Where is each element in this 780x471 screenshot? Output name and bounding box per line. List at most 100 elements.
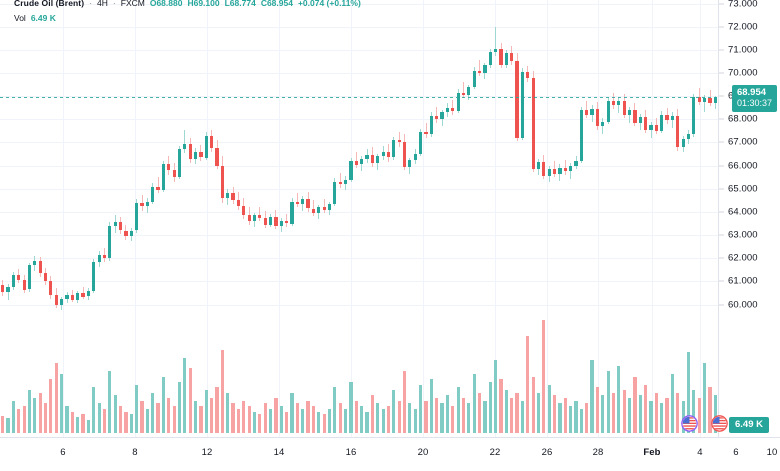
grid-line-horizontal <box>0 73 718 74</box>
volume-bar <box>285 411 289 433</box>
volume-bar <box>354 400 358 433</box>
volume-bar <box>210 398 214 433</box>
price-tick-label: 63.000 <box>728 229 758 241</box>
interval-label[interactable]: 4H <box>97 0 108 8</box>
candle-body <box>54 295 58 305</box>
candle-body <box>419 132 423 154</box>
candle-body <box>595 108 600 127</box>
candle-body <box>145 201 149 207</box>
candle-body <box>156 186 160 190</box>
volume-bar <box>408 403 412 433</box>
volume-label: Vol <box>14 13 26 23</box>
volume-bar <box>188 368 192 433</box>
candle-body <box>311 208 316 214</box>
time-tick-label: 8 <box>132 447 138 458</box>
candle-body <box>461 92 466 95</box>
candle-body <box>290 201 294 224</box>
volume-bar <box>183 357 187 433</box>
us-flag-icon[interactable] <box>711 415 728 432</box>
volume-bar <box>124 411 128 433</box>
candle-body <box>220 165 224 198</box>
volume-bar <box>65 406 69 433</box>
symbol-name[interactable]: Crude Oil (Brent) <box>14 0 85 8</box>
candle-body <box>397 140 401 143</box>
candle-body <box>333 181 337 204</box>
candle-body <box>327 203 332 210</box>
candle-body <box>17 274 21 281</box>
volume-bar <box>606 371 610 433</box>
chart-plot-area[interactable] <box>0 0 718 437</box>
chart-legend: Crude Oil (Brent) · 4H · FXCM O68.880 H6… <box>14 0 361 24</box>
volume-bar <box>579 408 583 433</box>
candle-body <box>204 135 208 158</box>
ohlc-open: O68.880 <box>149 0 183 8</box>
legend-symbol-row[interactable]: Crude Oil (Brent) · 4H · FXCM O68.880 H6… <box>14 0 361 9</box>
price-tick-label: 64.000 <box>728 206 758 218</box>
candle-body <box>86 290 90 297</box>
time-axis[interactable]: 6 8 12 14 16 20 22 26 28 Feb 4 6 10 <box>0 437 780 471</box>
price-axis[interactable]: 73.00072.00071.00070.00069.00068.00067.0… <box>718 0 780 437</box>
price-tick-mark <box>719 257 724 259</box>
candle-body <box>338 181 342 185</box>
candle-body <box>279 221 283 226</box>
candle-body <box>118 222 123 231</box>
candle-body <box>644 117 648 130</box>
candle-body <box>558 167 562 174</box>
candle-body <box>429 115 433 135</box>
candle-body <box>349 161 353 180</box>
candle-body <box>692 97 696 135</box>
volume-bar <box>343 408 348 433</box>
candle-body <box>49 281 53 296</box>
volume-bar <box>113 395 117 433</box>
volume-bar <box>547 384 551 433</box>
candle-body <box>129 230 133 237</box>
candle-body <box>193 151 198 159</box>
volume-bar <box>231 403 235 433</box>
candle-body <box>102 254 107 259</box>
volume-bar <box>574 400 578 433</box>
candle-body <box>210 135 214 149</box>
candle-body <box>268 216 273 225</box>
time-tick-label: 4 <box>697 447 703 458</box>
volume-bar <box>290 392 294 433</box>
candle-body <box>124 230 128 237</box>
grid-line-horizontal <box>0 96 718 98</box>
volume-bar <box>697 398 701 433</box>
candle-body <box>306 199 310 209</box>
candle-body <box>258 215 262 218</box>
us-flag-icon[interactable] <box>681 415 698 432</box>
volume-bar <box>338 403 342 433</box>
candle-body <box>365 155 369 159</box>
grid-line-horizontal <box>0 26 718 28</box>
price-tick-label: 68.000 <box>728 113 758 125</box>
candle-wick <box>613 92 614 109</box>
candle-body <box>456 92 460 112</box>
candle-body <box>520 71 525 138</box>
volume-bar <box>370 395 374 433</box>
candle-body <box>70 295 74 300</box>
candle-body <box>113 222 117 226</box>
legend-volume-row[interactable]: Vol 6.49 K <box>14 13 361 24</box>
candle-body <box>686 134 691 139</box>
grid-line-vertical <box>700 0 701 437</box>
current-price-badge[interactable]: 68.954 01:30:37 <box>731 85 777 113</box>
candle-body <box>585 110 589 115</box>
volume-bar <box>440 403 444 433</box>
volume-bar <box>193 400 198 433</box>
volume-bar <box>220 349 224 433</box>
us-flag-icon-glyph <box>711 415 728 432</box>
time-tick-label: 6 <box>733 447 739 458</box>
candle-wick <box>398 132 400 148</box>
volume-bar <box>322 414 326 433</box>
legend-separator-2: · <box>112 0 116 8</box>
volume-bar <box>681 400 685 433</box>
candle-body <box>574 161 578 166</box>
candle-wick <box>650 121 652 138</box>
candle-body <box>526 71 530 78</box>
candle-body <box>494 48 498 53</box>
volume-bar <box>644 384 648 433</box>
volume-bar <box>268 408 273 433</box>
candle-body <box>445 107 449 113</box>
candle-body <box>151 186 155 202</box>
